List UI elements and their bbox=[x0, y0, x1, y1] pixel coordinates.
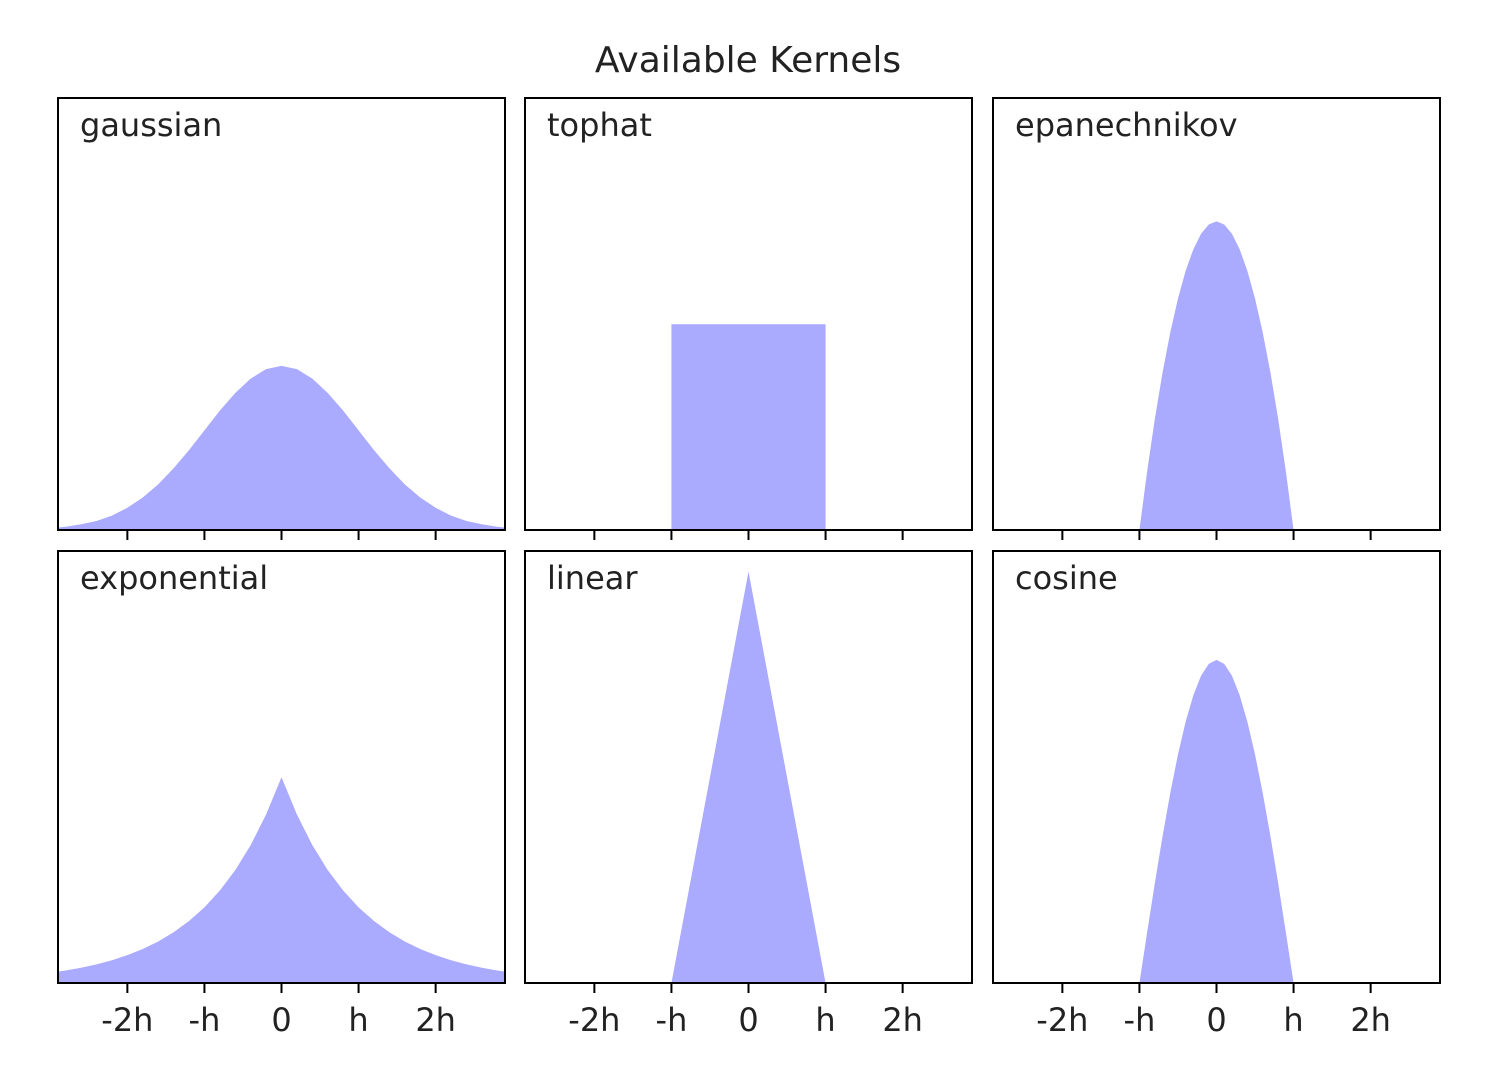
x-tick-label: -h bbox=[656, 1001, 688, 1039]
x-tick-label: h bbox=[1283, 1001, 1303, 1039]
x-tick-label: 2h bbox=[1350, 1001, 1391, 1039]
kernel-area bbox=[993, 221, 1440, 530]
x-tick-label: -2h bbox=[1036, 1001, 1088, 1039]
x-tick-label: -2h bbox=[568, 1001, 620, 1039]
x-tick-label: 0 bbox=[271, 1001, 291, 1039]
kernel-area bbox=[993, 659, 1440, 983]
x-tick-label: -h bbox=[1124, 1001, 1156, 1039]
panel-label: exponential bbox=[80, 559, 268, 597]
panel-label: linear bbox=[547, 559, 638, 597]
x-tick-label: -2h bbox=[101, 1001, 153, 1039]
x-tick-label: 2h bbox=[882, 1001, 923, 1039]
panel-label: epanechnikov bbox=[1015, 106, 1238, 144]
kernel-area bbox=[525, 571, 972, 983]
x-tick-label: -h bbox=[189, 1001, 221, 1039]
panel-label: tophat bbox=[547, 106, 652, 144]
x-tick-label: h bbox=[815, 1001, 835, 1039]
x-tick-label: h bbox=[348, 1001, 368, 1039]
x-tick-label: 2h bbox=[415, 1001, 456, 1039]
x-tick-label: 0 bbox=[1206, 1001, 1226, 1039]
figure-title: Available Kernels bbox=[595, 40, 901, 81]
panel-label: gaussian bbox=[80, 106, 222, 144]
kernel-area bbox=[58, 777, 505, 983]
x-tick-label: 0 bbox=[738, 1001, 758, 1039]
kernel-area bbox=[58, 365, 505, 530]
kernel-area bbox=[525, 324, 972, 530]
panel-label: cosine bbox=[1015, 559, 1118, 597]
